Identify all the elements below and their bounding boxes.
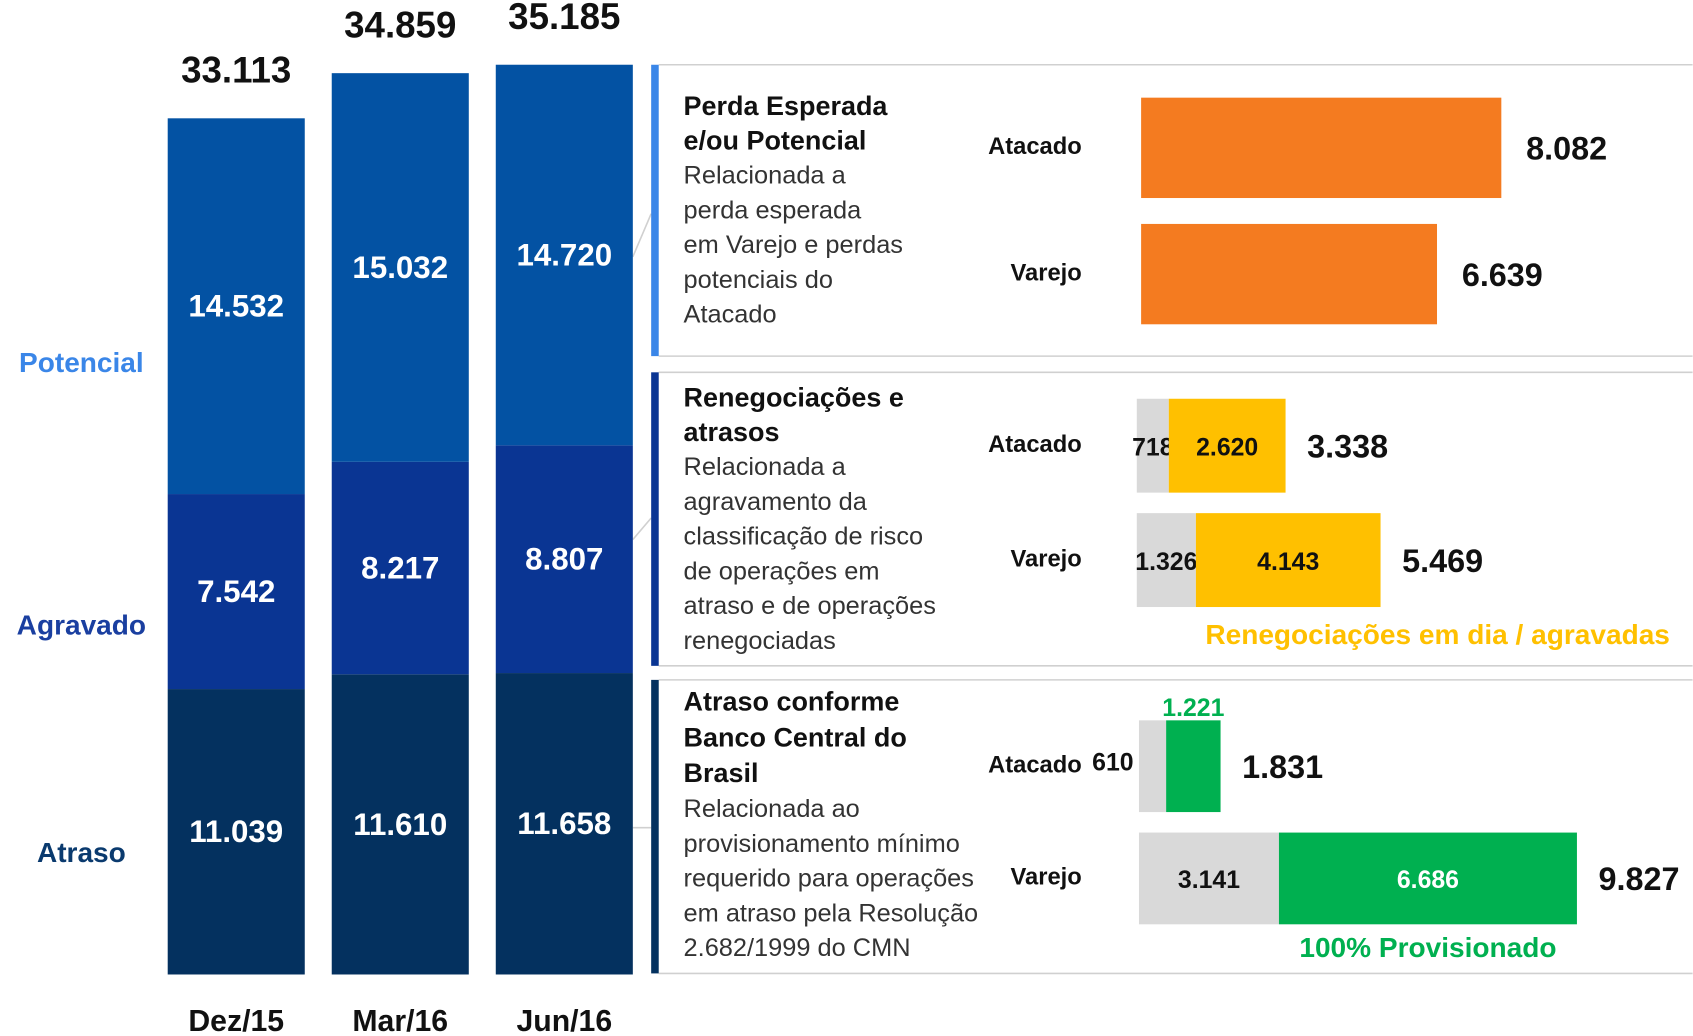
bar-segment	[1141, 97, 1502, 199]
x-tick-label: Mar/16	[352, 1005, 448, 1036]
bar-segment	[1168, 398, 1286, 493]
panel-accent	[651, 679, 659, 974]
frames	[632, 63, 1693, 975]
series-name: Potencial	[19, 347, 144, 378]
bar-segment	[1138, 720, 1167, 813]
y-tick-label: Varejo	[1011, 865, 1082, 891]
series-name: Atraso	[37, 837, 126, 868]
value-label: 718	[1132, 434, 1174, 461]
panel-description: Relacionada a	[684, 162, 847, 190]
value-label: 8.082	[1526, 131, 1607, 167]
bar-segment	[1166, 720, 1221, 813]
total-label: 9.827	[1599, 861, 1680, 897]
total-label: 33.113	[181, 50, 291, 91]
value-label: 11.658	[517, 806, 611, 841]
y-tick-label: Varejo	[1011, 260, 1082, 286]
panel-description: classificação de risco	[684, 523, 924, 551]
x-tick-label: Jun/16	[516, 1005, 612, 1036]
bar-segment	[331, 461, 469, 675]
series-name: Agravado	[17, 609, 146, 640]
bar-segment	[495, 673, 633, 975]
panel-description: Atacado	[684, 301, 777, 329]
value-label: 11.039	[189, 814, 283, 849]
panel-description: potenciais do	[684, 266, 833, 294]
panel-description: de operações em	[684, 557, 880, 585]
panel-description: agravamento da	[684, 488, 868, 516]
panel-description: Relacionada a	[684, 453, 847, 481]
panel-title: Renegociações e	[684, 382, 904, 412]
panel-description: 2.682/1999 do CMN	[684, 934, 911, 962]
series-name: Renegociações em dia / agravadas	[1205, 619, 1670, 650]
bar-segment	[167, 118, 305, 495]
total-label: 5.469	[1402, 543, 1483, 579]
bar-segment	[495, 64, 633, 446]
value-label: 7.542	[197, 574, 275, 609]
total-label: 1.831	[1242, 749, 1323, 785]
y-tick-label: Varejo	[1011, 546, 1082, 572]
value-label: 1.326	[1135, 549, 1197, 576]
panel-title: Banco Central do	[684, 722, 907, 752]
value-label: 15.032	[352, 250, 448, 285]
value-label: 610	[1092, 750, 1133, 777]
value-label: 2.620	[1196, 434, 1258, 461]
y-tick-label: Atacado	[988, 752, 1082, 778]
y-tick-label: Atacado	[988, 432, 1082, 458]
panel-title: Brasil	[684, 758, 759, 788]
bar-segment	[1278, 832, 1577, 925]
value-label: 6.639	[1462, 257, 1543, 293]
panel-title: e/ou Potencial	[684, 126, 867, 156]
total-label: 3.338	[1307, 428, 1388, 464]
panel-description: atraso e de operações	[684, 592, 936, 620]
panel-title: Perda Esperada	[684, 91, 889, 121]
bar-segment	[1136, 513, 1196, 608]
panel-accent	[651, 64, 659, 357]
bar-segment	[331, 674, 469, 975]
panel-description: em atraso pela Resolução	[684, 899, 979, 927]
series-name: 100% Provisionado	[1299, 932, 1556, 963]
value-label: 14.720	[516, 237, 612, 272]
bar-segment	[167, 689, 305, 975]
panel-description: provisionamento mínimo	[684, 830, 960, 858]
panel-description: Relacionada ao	[684, 795, 860, 823]
value-label: 4.143	[1257, 549, 1319, 576]
connector	[632, 213, 652, 258]
x-tick-label: Dez/15	[188, 1005, 284, 1036]
panel-description: perda esperada	[684, 196, 863, 224]
bar-segment	[1195, 513, 1381, 608]
value-label: 1.221	[1162, 695, 1224, 722]
panel-accent	[651, 372, 659, 666]
value-label: 3.141	[1178, 867, 1240, 894]
panel-title: Atraso conforme	[684, 687, 900, 717]
panel-description: em Varejo e perdas	[684, 231, 903, 259]
bar-segment	[495, 445, 633, 674]
value-label: 8.217	[361, 550, 439, 585]
bar-segment	[1141, 223, 1438, 325]
bar-segment	[167, 494, 305, 690]
value-label: 14.532	[188, 289, 284, 324]
y-tick-label: Atacado	[988, 134, 1082, 160]
connector	[632, 517, 652, 541]
value-label: 11.610	[353, 807, 447, 842]
bar-segment	[1136, 398, 1169, 493]
total-label: 35.185	[508, 0, 620, 37]
total-label: 34.859	[344, 5, 456, 46]
panel-description: renegociadas	[684, 627, 836, 655]
value-label: 8.807	[525, 542, 603, 577]
panel-title: atrasos	[684, 417, 780, 447]
bar-segment	[1138, 832, 1279, 925]
panel-description: requerido para operações	[684, 865, 974, 893]
bar-segment	[331, 73, 469, 462]
value-label: 6.686	[1397, 867, 1459, 894]
